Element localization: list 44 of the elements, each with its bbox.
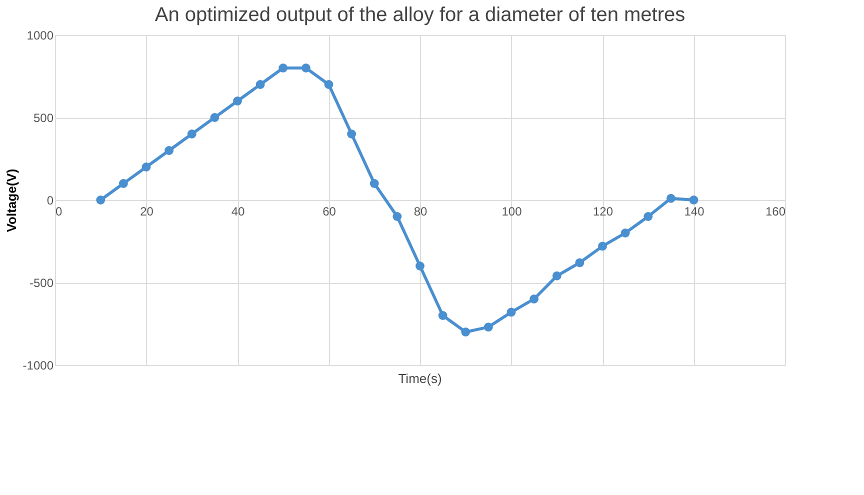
- point: [506, 308, 516, 317]
- point: [118, 179, 128, 188]
- point: [620, 228, 630, 238]
- point: [598, 242, 607, 251]
- point: [438, 311, 448, 320]
- x-axis-title: Time(s): [398, 371, 442, 386]
- y-tick-label: 0: [46, 194, 54, 208]
- point: [164, 146, 174, 155]
- point: [210, 113, 220, 122]
- y-axis-title: Voltage(V): [4, 168, 19, 232]
- x-tick-label: 100: [502, 204, 522, 218]
- point: [233, 96, 242, 106]
- point: [689, 196, 698, 204]
- point: [96, 196, 106, 204]
- y-tick-label: -1000: [22, 358, 54, 372]
- x-tick-label: 80: [414, 204, 428, 218]
- chart-title: An optimized output of the alloy for a diameter of ten metres: [154, 4, 686, 26]
- point: [301, 64, 310, 72]
- point: [484, 322, 493, 332]
- point: [347, 130, 356, 138]
- x-tick-label: 40: [231, 204, 245, 218]
- point: [278, 64, 288, 72]
- point: [575, 258, 584, 268]
- point: [461, 328, 470, 336]
- point: [666, 194, 676, 203]
- y-tick-label: 500: [33, 111, 54, 125]
- x-tick-label: 0: [56, 204, 62, 218]
- point: [392, 212, 402, 221]
- point: [370, 179, 379, 188]
- point: [644, 212, 653, 221]
- point: [256, 80, 265, 89]
- x-tick-label: 20: [140, 204, 154, 218]
- x-tick-label: 60: [322, 204, 336, 218]
- y-tick-label: -500: [29, 276, 54, 290]
- point: [324, 80, 334, 89]
- y-tick-label: 1000: [26, 28, 54, 42]
- point: [530, 294, 539, 304]
- point: [142, 162, 151, 172]
- point: [552, 271, 562, 280]
- point: [187, 130, 196, 138]
- x-tick-label: 160: [765, 204, 786, 218]
- point: [416, 262, 424, 270]
- x-tick-label: 120: [592, 204, 614, 218]
- x-tick-label: 140: [684, 204, 705, 218]
